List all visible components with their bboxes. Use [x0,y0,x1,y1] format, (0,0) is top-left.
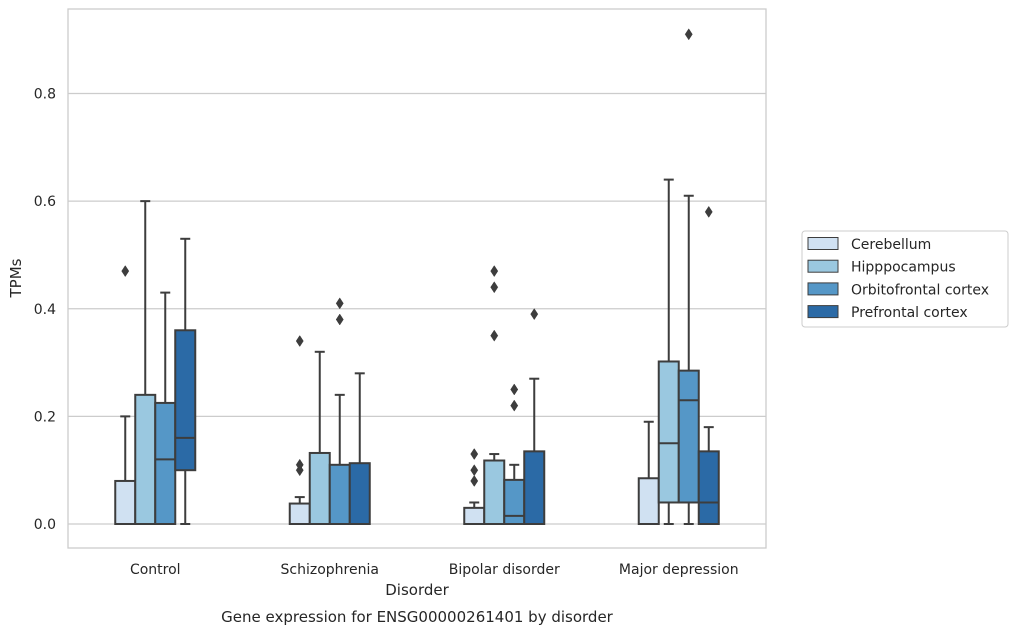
outlier-marker [490,265,499,278]
box-cerebellum-1 [288,496,311,525]
outlier-marker [490,329,499,342]
outlier-marker [530,308,539,321]
outlier-marker [510,399,519,412]
y-tick-label: 0.8 [34,87,56,103]
x-tick-label: Bipolar disorder [449,562,560,578]
chart-caption: Gene expression for ENSG00000261401 by d… [221,608,614,626]
box-body [677,369,700,504]
outlier-marker [704,205,713,218]
box-body [697,450,720,525]
boxes [114,178,720,526]
plot-frame [67,8,767,549]
box-cerebellum-2 [463,501,486,526]
box-prefrontal-cortex-1 [348,372,371,525]
outlier-marker [335,313,344,326]
box-body [503,478,526,525]
legend-label: Orbitofrontal cortex [851,282,989,298]
box-orbitofrontal-cortex-1 [328,393,351,525]
outlier-marker [121,265,130,278]
box-orbitofrontal-cortex-3 [677,194,700,525]
legend-item: Cerebellum [807,237,931,253]
box-body [657,360,680,504]
box-body [114,479,137,526]
x-tick-labels: Control Schizophrenia Bipolar disorder Majo… [130,562,739,578]
x-axis-title: Disorder [385,581,449,599]
box-body [523,450,546,525]
y-tick-label: 0.0 [34,517,56,533]
x-tick-label: Major depression [619,562,739,578]
box-body [463,506,486,526]
box-prefrontal-cortex-2 [523,377,546,525]
legend-swatch [807,259,839,273]
box-body [174,329,197,472]
box-body [134,393,157,525]
y-tick-labels: 0.0 0.2 0.4 0.6 0.8 [34,87,56,534]
box-body [483,459,506,525]
box-body [637,477,660,525]
legend: Cerebellum Hipppocampus Orbitofrontal cort… [801,230,1009,328]
legend-label: Hipppocampus [851,260,956,276]
box-body [154,401,177,525]
box-orbitofrontal-cortex-2 [503,463,526,525]
legend-swatch [807,305,839,319]
box-body [328,463,351,525]
box-cerebellum-0 [114,415,137,526]
outlier-marker [470,474,479,487]
outliers [121,28,713,487]
outlier-marker [295,335,304,347]
box-prefrontal-cortex-0 [174,237,197,525]
legend-item: Prefrontal cortex [807,305,968,321]
box-body [348,462,371,525]
outlier-marker [684,28,693,41]
y-tick-label: 0.2 [34,409,56,425]
x-tick-label: Control [130,562,181,578]
y-tick-label: 0.4 [34,302,56,318]
box-cerebellum-3 [637,420,660,525]
box-hipppocampus-0 [134,200,157,525]
outlier-marker [470,464,479,477]
box-body [288,502,311,525]
outlier-marker [335,297,344,310]
x-tick-label: Schizophrenia [281,562,379,578]
legend-label: Prefrontal cortex [851,305,968,321]
box-hipppocampus-1 [308,350,331,525]
box-body [308,451,331,525]
y-tick-label: 0.6 [34,194,56,210]
legend-frame [801,230,1009,328]
legend-swatch [807,282,839,296]
y-axis-title: TPMs [7,258,25,298]
legend-item: Hipppocampus [807,259,956,276]
outlier-marker [295,458,304,471]
legend-swatch [807,237,839,250]
box-orbitofrontal-cortex-0 [154,291,177,525]
box-hipppocampus-3 [657,178,680,525]
box-prefrontal-cortex-3 [697,426,720,525]
box-hipppocampus-2 [483,453,506,525]
outlier-marker [470,448,479,461]
legend-item: Orbitofrontal cortex [807,282,989,298]
outlier-marker [490,281,499,294]
legend-label: Cerebellum [851,237,931,253]
outlier-marker [510,383,519,396]
